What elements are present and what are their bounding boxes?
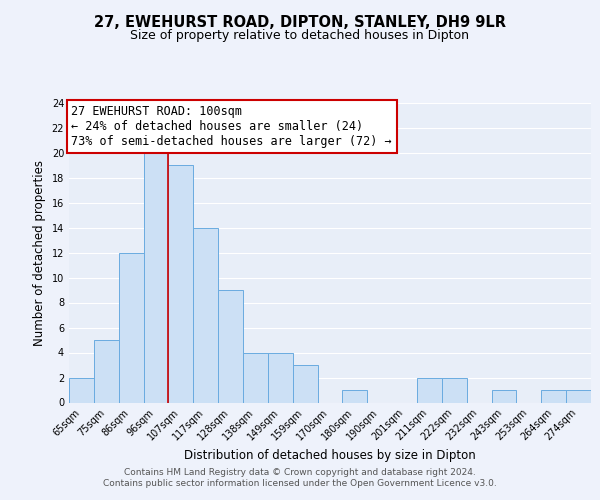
- Bar: [417, 378, 442, 402]
- Bar: [541, 390, 566, 402]
- Bar: [343, 390, 367, 402]
- Bar: [119, 252, 143, 402]
- Bar: [218, 290, 243, 403]
- Bar: [442, 378, 467, 402]
- Bar: [169, 165, 193, 402]
- Bar: [293, 365, 317, 403]
- Text: Size of property relative to detached houses in Dipton: Size of property relative to detached ho…: [131, 28, 470, 42]
- Text: Contains public sector information licensed under the Open Government Licence v3: Contains public sector information licen…: [103, 480, 497, 488]
- Text: Contains HM Land Registry data © Crown copyright and database right 2024.: Contains HM Land Registry data © Crown c…: [124, 468, 476, 477]
- Bar: [143, 152, 169, 402]
- Text: 27, EWEHURST ROAD, DIPTON, STANLEY, DH9 9LR: 27, EWEHURST ROAD, DIPTON, STANLEY, DH9 …: [94, 15, 506, 30]
- Text: 27 EWEHURST ROAD: 100sqm
← 24% of detached houses are smaller (24)
73% of semi-d: 27 EWEHURST ROAD: 100sqm ← 24% of detach…: [71, 105, 392, 148]
- Bar: [491, 390, 517, 402]
- X-axis label: Distribution of detached houses by size in Dipton: Distribution of detached houses by size …: [184, 450, 476, 462]
- Bar: [566, 390, 591, 402]
- Bar: [268, 352, 293, 403]
- Bar: [243, 352, 268, 403]
- Y-axis label: Number of detached properties: Number of detached properties: [33, 160, 46, 346]
- Bar: [193, 228, 218, 402]
- Bar: [69, 378, 94, 402]
- Bar: [94, 340, 119, 402]
